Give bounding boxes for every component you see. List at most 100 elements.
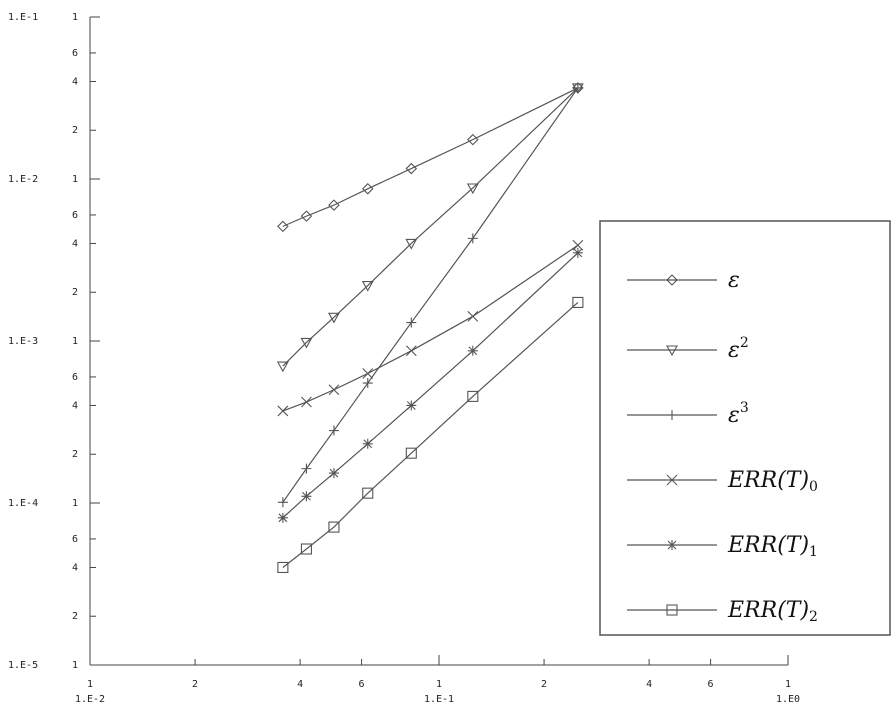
series-line	[282, 301, 579, 568]
y-major-tick-label: 1.E-3	[8, 336, 38, 347]
data-point	[328, 199, 340, 211]
data-point	[362, 368, 374, 379]
legend-entry-5: ERR(T)2	[627, 598, 818, 625]
data-point	[300, 337, 313, 349]
y-minor-tick-label: 2	[72, 449, 78, 460]
legend-label: ε	[728, 268, 740, 293]
legend-entry-3: ERR(T)0	[627, 468, 818, 495]
x-major-tick-label: 1.E-1	[424, 694, 454, 705]
y-minor-tick-label: 2	[72, 125, 78, 136]
data-point	[362, 487, 374, 499]
data-point	[405, 447, 417, 459]
y-major-tick-digit: 1	[72, 336, 78, 347]
legend-entry-0: ε	[627, 268, 740, 293]
series-line	[282, 87, 579, 503]
y-major-tick-digit: 1	[72, 12, 78, 23]
data-point	[572, 296, 584, 308]
legend-label: ERR(T)2	[727, 598, 818, 625]
y-major-tick-label: 1.E-5	[8, 660, 38, 671]
data-point	[300, 543, 312, 555]
series-3	[277, 239, 584, 417]
series-line	[282, 252, 579, 519]
data-point	[405, 345, 417, 357]
data-point	[328, 468, 339, 479]
data-point	[277, 561, 289, 574]
y-major-tick-digit: 1	[72, 174, 78, 185]
data-point	[276, 361, 289, 373]
data-point	[361, 183, 374, 195]
x-major-tick-label: 1.E-2	[75, 694, 105, 705]
y-major-tick-label: 1.E-4	[8, 498, 38, 509]
legend-entry-2: ε3	[627, 400, 749, 428]
y-major-tick-label: 1.E-1	[8, 12, 38, 23]
x-major-tick-label: 1.E0	[776, 694, 800, 705]
series-layer	[276, 82, 584, 574]
legend-label: ε3	[728, 400, 749, 428]
data-point	[467, 233, 478, 244]
y-minor-tick-label: 2	[72, 611, 78, 622]
legend: ε ε2 ε3 ERR(T)0 ERR(T)1 ERR(T)2	[599, 220, 891, 636]
x-minor-tick-label: 2	[192, 679, 198, 690]
data-point	[301, 491, 312, 502]
y-major-tick-label: 1.E-2	[8, 174, 38, 185]
y-minor-tick-label: 4	[72, 400, 78, 411]
series-line	[282, 87, 579, 227]
data-point	[572, 82, 583, 93]
y-minor-tick-label: 6	[72, 372, 78, 383]
legend-label: ERR(T)1	[727, 533, 818, 560]
x-minor-tick-label: 4	[297, 679, 303, 690]
data-point	[362, 378, 373, 389]
data-point	[572, 239, 584, 251]
legend-marker	[667, 410, 677, 420]
y-minor-tick-label: 6	[72, 534, 78, 545]
data-point	[466, 183, 479, 195]
legend-marker	[666, 345, 678, 357]
data-point	[328, 425, 339, 436]
legend-marker	[667, 540, 677, 550]
data-point	[406, 400, 417, 411]
data-point	[572, 247, 583, 258]
legend-entry-1: ε2	[627, 335, 749, 363]
y-minor-tick-label: 4	[72, 238, 78, 249]
x-major-tick-digit: 1	[436, 679, 442, 690]
data-point	[277, 497, 288, 508]
legend-marker	[666, 474, 678, 486]
series-4	[277, 247, 583, 523]
data-point	[301, 463, 312, 474]
data-point	[467, 310, 479, 322]
y-major-tick-digit: 1	[72, 660, 78, 671]
legend-frame	[599, 220, 891, 636]
data-point	[361, 280, 374, 292]
legend-marker	[666, 604, 678, 616]
legend-label: ERR(T)0	[727, 468, 818, 495]
data-point	[406, 317, 417, 328]
data-point	[277, 405, 289, 417]
data-point	[277, 512, 288, 523]
data-point	[328, 312, 340, 324]
data-point	[467, 345, 478, 356]
x-minor-tick-label: 6	[359, 679, 365, 690]
x-minor-tick-label: 4	[646, 679, 652, 690]
x-minor-tick-label: 6	[708, 679, 714, 690]
x-major-tick-digit: 1	[785, 679, 791, 690]
x-major-tick-digit: 1	[87, 679, 93, 690]
y-minor-tick-label: 6	[72, 210, 78, 221]
legend-marker	[666, 274, 678, 286]
data-point	[328, 521, 340, 533]
legend-entry-4: ERR(T)1	[627, 533, 818, 560]
y-minor-tick-label: 4	[72, 76, 78, 87]
data-point	[405, 162, 418, 175]
data-point	[467, 390, 479, 402]
data-point	[277, 220, 289, 233]
series-1	[276, 83, 584, 373]
series-2	[277, 82, 583, 508]
y-minor-tick-label: 4	[72, 562, 78, 573]
legend-label: ε2	[728, 335, 749, 363]
series-5	[277, 296, 584, 574]
data-point	[362, 438, 373, 449]
data-point	[328, 384, 340, 396]
data-point	[301, 396, 312, 408]
x-minor-tick-label: 2	[541, 679, 547, 690]
series-0	[277, 82, 584, 233]
